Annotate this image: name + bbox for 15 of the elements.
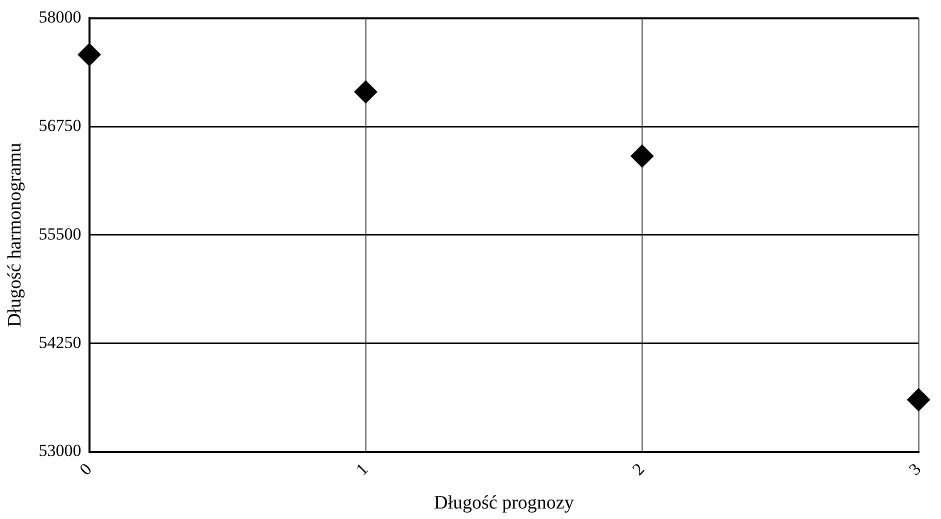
point (907, 388, 930, 412)
point (354, 80, 378, 104)
x-tick-label: 0 (76, 460, 96, 479)
y-tick-label: 56750 (38, 116, 82, 136)
x-tick-label: 2 (628, 460, 648, 479)
x-tick-label: 1 (352, 460, 372, 479)
y-tick-label: 54250 (38, 332, 82, 352)
y-axis-title: Długość harmonogramu (4, 142, 26, 328)
point (78, 43, 101, 66)
x-tick-label: 3 (905, 460, 925, 479)
y-tick-label: 55500 (38, 224, 82, 244)
point (630, 144, 654, 168)
y-tick-label: 58000 (38, 8, 82, 27)
x-axis-title: Długość prognozy (434, 492, 574, 514)
y-tick-label: 53000 (38, 441, 82, 460)
